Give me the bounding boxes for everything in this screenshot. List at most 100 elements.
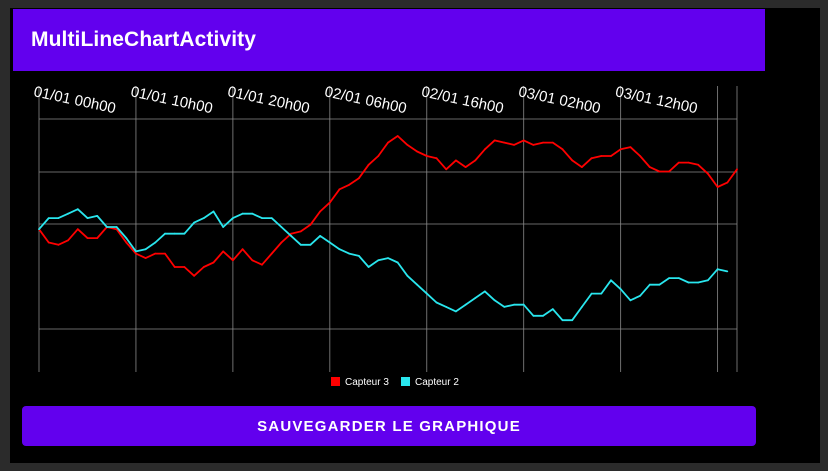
data-point	[280, 241, 283, 244]
data-point	[183, 232, 186, 235]
data-point	[600, 155, 603, 157]
legend-swatch-1	[331, 377, 340, 386]
data-point	[309, 223, 312, 226]
data-point	[202, 217, 205, 220]
data-point	[328, 201, 331, 204]
data-point	[183, 266, 186, 268]
data-point	[425, 155, 428, 157]
data-point	[590, 292, 593, 295]
data-point	[115, 226, 118, 228]
data-point	[106, 226, 108, 228]
data-point	[610, 155, 612, 157]
data-point	[96, 215, 99, 217]
data-point	[668, 170, 670, 173]
data-point	[86, 217, 89, 220]
data-point	[164, 232, 166, 235]
data-point	[658, 283, 661, 286]
data-point	[38, 228, 40, 231]
data-point	[164, 252, 166, 255]
x-tick-label: 03/01 12h00	[614, 83, 699, 117]
data-point	[707, 279, 709, 282]
series-lines	[38, 135, 738, 322]
data-point	[648, 166, 651, 169]
data-point	[154, 252, 157, 255]
data-point	[367, 163, 370, 166]
data-point	[726, 270, 729, 273]
data-point	[319, 235, 321, 237]
data-point	[135, 250, 137, 253]
data-point	[581, 166, 583, 169]
data-point	[270, 252, 273, 255]
data-point	[212, 261, 215, 264]
multi-line-chart[interactable]: 01/01 00h00 01/01 10h00 01/01 20h00 02/01 0…	[10, 8, 820, 463]
data-point	[338, 248, 341, 251]
data-point	[493, 299, 496, 302]
data-point	[716, 268, 719, 271]
save-chart-button[interactable]: SAUVEGARDER LE GRAPHIQUE	[22, 406, 756, 446]
data-point	[280, 226, 283, 228]
data-point	[503, 306, 506, 308]
data-point	[299, 243, 302, 246]
data-point	[377, 155, 380, 157]
x-tick-label: 01/01 10h00	[129, 83, 214, 117]
data-point	[571, 159, 574, 162]
data-point	[309, 243, 312, 246]
data-point	[47, 217, 50, 220]
data-point	[716, 186, 719, 188]
data-point	[144, 248, 147, 251]
data-point	[241, 248, 244, 251]
data-point	[551, 308, 554, 310]
data-point	[86, 237, 89, 240]
device-screen: MultiLineChartActivity 01/01 00h00 01/01 …	[10, 8, 820, 463]
data-point	[67, 212, 69, 215]
data-point	[571, 319, 574, 322]
data-point	[542, 314, 544, 317]
data-point	[299, 230, 302, 233]
data-point	[193, 221, 196, 224]
legend-label-2: Capteur 2	[415, 377, 459, 388]
data-point	[348, 252, 351, 255]
data-point	[687, 161, 690, 164]
data-point	[532, 314, 535, 317]
data-point	[193, 274, 196, 277]
data-point	[232, 217, 234, 220]
data-point	[367, 266, 370, 268]
legend-swatch-2	[401, 377, 410, 386]
data-point	[658, 170, 661, 173]
data-point	[348, 183, 351, 186]
data-point	[406, 144, 409, 146]
data-point	[154, 241, 157, 244]
data-point	[648, 283, 651, 286]
data-point	[222, 226, 225, 228]
data-point	[270, 217, 273, 220]
data-point	[707, 172, 709, 175]
data-point	[67, 239, 69, 242]
legend-label-1: Capteur 3	[345, 377, 389, 388]
data-point	[697, 163, 700, 166]
data-point	[581, 306, 583, 308]
data-point	[76, 208, 79, 211]
data-point	[639, 294, 641, 297]
data-point	[290, 235, 292, 237]
data-point	[416, 283, 418, 286]
chart-grid	[38, 86, 738, 372]
data-point	[445, 168, 448, 171]
data-point	[474, 159, 477, 162]
data-point	[474, 297, 477, 299]
data-point	[328, 241, 331, 244]
data-point	[455, 159, 457, 162]
data-point	[464, 166, 467, 169]
data-point	[619, 288, 622, 291]
data-point	[435, 157, 438, 160]
data-point	[377, 259, 380, 262]
data-point	[396, 135, 399, 137]
data-point	[261, 263, 263, 266]
data-point	[76, 228, 79, 231]
data-point	[290, 232, 292, 235]
data-point	[687, 281, 690, 284]
data-point	[387, 141, 389, 144]
x-tick-label: 02/01 06h00	[323, 83, 408, 117]
data-point	[610, 279, 612, 282]
data-point	[532, 144, 535, 146]
data-point	[445, 306, 448, 308]
